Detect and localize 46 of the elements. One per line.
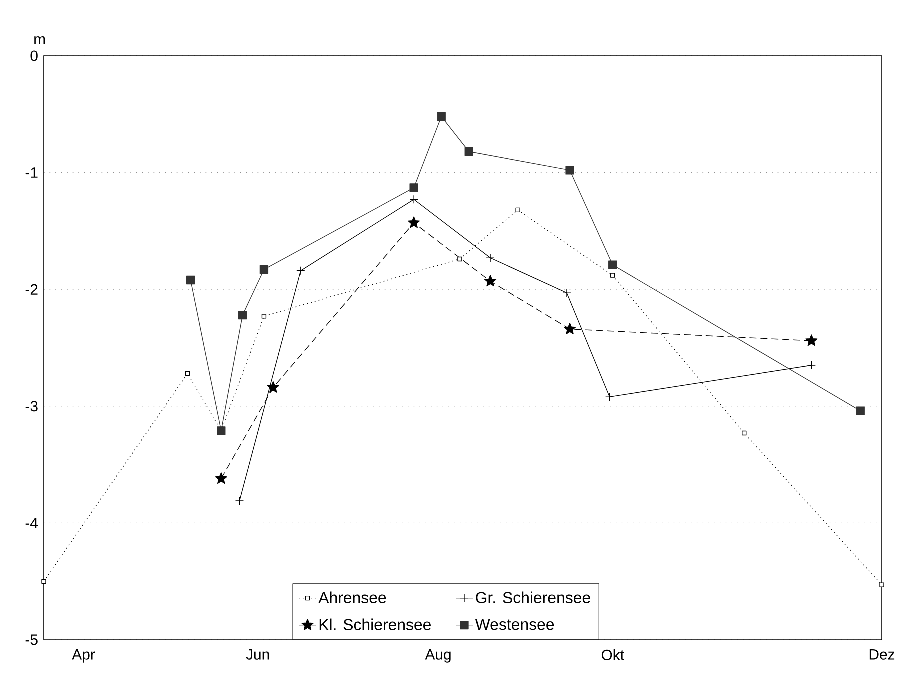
point <box>486 254 495 262</box>
point <box>410 195 418 204</box>
point <box>42 579 46 584</box>
point <box>516 208 520 213</box>
y-tick-label: -4 <box>26 518 38 528</box>
y-tick-label: -3 <box>26 401 38 412</box>
point <box>807 361 816 370</box>
point <box>267 381 280 393</box>
y-axis-title: m <box>34 36 46 45</box>
x-tick-label: Okt <box>602 650 624 660</box>
point <box>260 265 269 274</box>
point <box>880 582 884 588</box>
point <box>437 112 446 122</box>
point <box>566 166 574 175</box>
point <box>856 406 865 416</box>
point <box>186 276 196 285</box>
y-tick-label: 0 <box>30 50 38 62</box>
point <box>410 184 418 192</box>
point <box>238 310 248 320</box>
legend-label: Ahrensee <box>318 592 386 604</box>
point <box>458 256 462 262</box>
legend-label: Westensee <box>475 619 554 630</box>
point <box>742 430 747 436</box>
point <box>185 371 190 376</box>
point <box>806 334 818 346</box>
point <box>215 472 228 484</box>
y-tick-label: -1 <box>26 168 38 178</box>
x-tick-label: Aug <box>425 650 451 663</box>
x-tick-label: Dez <box>870 650 895 660</box>
y-tick-label: -2 <box>26 284 38 295</box>
point <box>562 288 572 298</box>
point <box>605 392 614 402</box>
point <box>296 266 306 276</box>
point <box>608 260 618 270</box>
legend-label: Gr. Schierensee <box>476 592 590 604</box>
legend-label: Kl. Schierensee <box>320 618 431 630</box>
point <box>484 275 497 287</box>
point <box>610 273 616 278</box>
point <box>564 322 576 334</box>
x-tick-label: Apr <box>72 650 96 663</box>
point <box>262 314 267 319</box>
y-tick-label: -5 <box>26 634 38 646</box>
point <box>464 147 474 156</box>
point <box>408 216 420 228</box>
x-tick-label: Jun <box>246 650 270 660</box>
point <box>235 496 244 506</box>
